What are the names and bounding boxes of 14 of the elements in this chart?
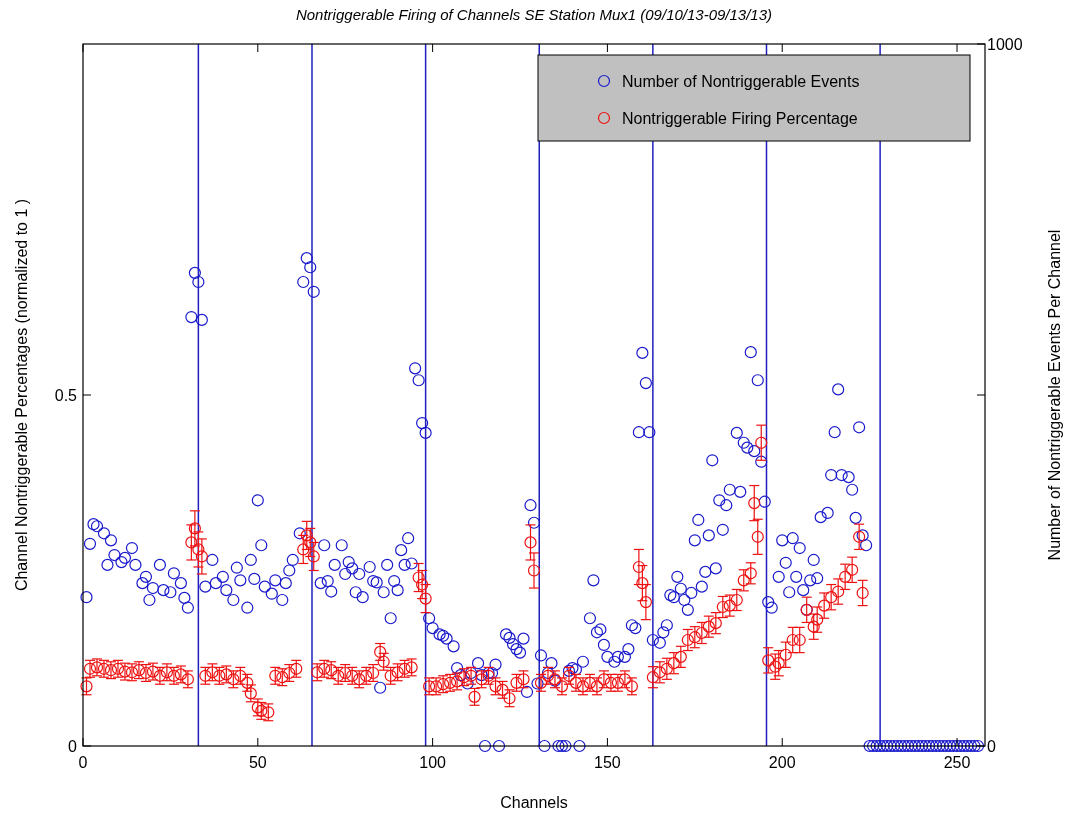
- legend-label: Nontriggerable Firing Percentage: [622, 110, 858, 127]
- x-tick-label: 50: [248, 754, 267, 771]
- y2-axis-title: Number of Nontriggerable Events Per Channel: [1046, 229, 1063, 561]
- x-tick-label: 250: [943, 754, 971, 771]
- x-tick-label: 100: [419, 754, 447, 771]
- y-axis-title: Channel Nontriggerable Percentages (normalized to 1 ): [13, 198, 30, 592]
- legend-label: Number of Nontriggerable Events: [622, 73, 860, 90]
- y2-tick-label: 1000: [987, 36, 1023, 53]
- y-tick-label: 0.5: [54, 387, 78, 404]
- y2-tick-label: 0: [987, 738, 996, 755]
- x-axis-title: Channels: [500, 794, 568, 811]
- chart-title: Nontriggerable Firing of Channels SE Station Mux1 (09/10/13-09/13/13): [295, 6, 773, 23]
- x-tick-label: 150: [594, 754, 621, 771]
- x-tick-label: 200: [768, 754, 796, 771]
